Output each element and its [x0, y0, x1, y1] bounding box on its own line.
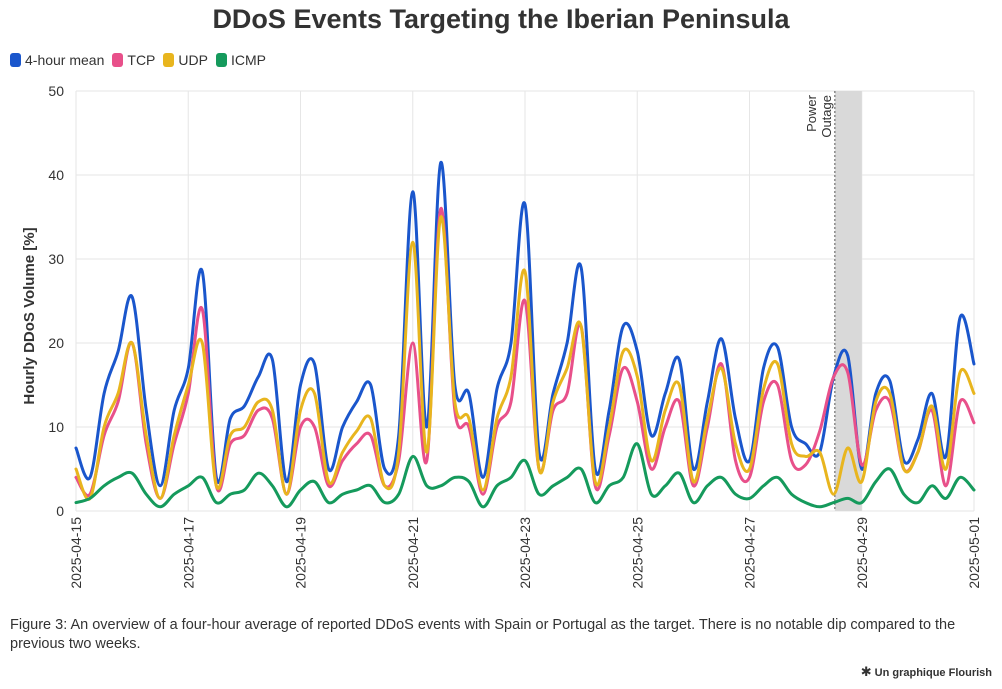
- legend-item-4-hour-mean[interactable]: 4-hour mean: [10, 52, 104, 68]
- y-axis-label: Hourly DDoS Volume [%]: [21, 227, 38, 404]
- x-tick-label: 2025-04-19: [293, 517, 309, 589]
- legend-swatch: [215, 53, 227, 67]
- legend-item-udp[interactable]: UDP: [163, 52, 208, 68]
- y-tick-label: 20: [48, 335, 64, 351]
- chart-title: DDoS Events Targeting the Iberian Penins…: [212, 4, 790, 34]
- x-tick-label: 2025-05-01: [966, 517, 982, 589]
- legend-label: 4-hour mean: [25, 52, 105, 68]
- x-tick-label: 2025-04-27: [742, 517, 758, 589]
- legend-item-icmp[interactable]: ICMP: [215, 52, 266, 68]
- x-tick-label: 2025-04-21: [405, 517, 421, 589]
- flourish-credit[interactable]: ✱ Un graphique Flourish: [861, 664, 992, 680]
- x-tick-label: 2025-04-17: [180, 517, 196, 589]
- y-tick-label: 0: [56, 503, 64, 519]
- y-tick-label: 10: [48, 419, 64, 435]
- legend-item-tcp[interactable]: TCP: [112, 52, 155, 68]
- legend-label: UDP: [178, 52, 208, 68]
- legend-label: ICMP: [230, 52, 266, 68]
- legend-swatch: [112, 53, 124, 67]
- y-tick-label: 50: [48, 83, 64, 99]
- series-line-udp: [74, 215, 976, 501]
- series-lines: [74, 160, 976, 509]
- x-tick-label: 2025-04-23: [517, 517, 533, 589]
- line-chart: Power Outage 0 10 20 30 40 50 2025-04-15 2025-04…: [21, 83, 982, 589]
- figure-caption: Figure 3: An overview of a four-hour ave…: [10, 617, 956, 652]
- x-tick-label: 2025-04-25: [629, 517, 645, 589]
- x-tick-label: 2025-04-15: [68, 517, 84, 589]
- outage-label-word: Outage: [819, 95, 834, 138]
- chart-legend: 4-hour mean TCP UDP ICMP: [10, 52, 266, 68]
- legend-label: TCP: [127, 52, 156, 68]
- x-tick-label: 2025-04-29: [854, 517, 870, 589]
- y-tick-label: 40: [48, 167, 64, 183]
- series-line-4-hour-mean: [74, 160, 976, 488]
- flourish-logo-icon: ✱: [860, 664, 872, 679]
- credit-label: Un graphique Flourish: [874, 667, 992, 679]
- outage-label-word: Power: [804, 94, 819, 132]
- legend-swatch: [163, 53, 175, 67]
- series-line-icmp: [74, 442, 976, 509]
- legend-swatch: [10, 53, 21, 67]
- y-tick-label: 30: [48, 251, 64, 267]
- axes: 0 10 20 30 40 50 2025-04-15 2025-04-17 2025-04-1…: [48, 83, 982, 589]
